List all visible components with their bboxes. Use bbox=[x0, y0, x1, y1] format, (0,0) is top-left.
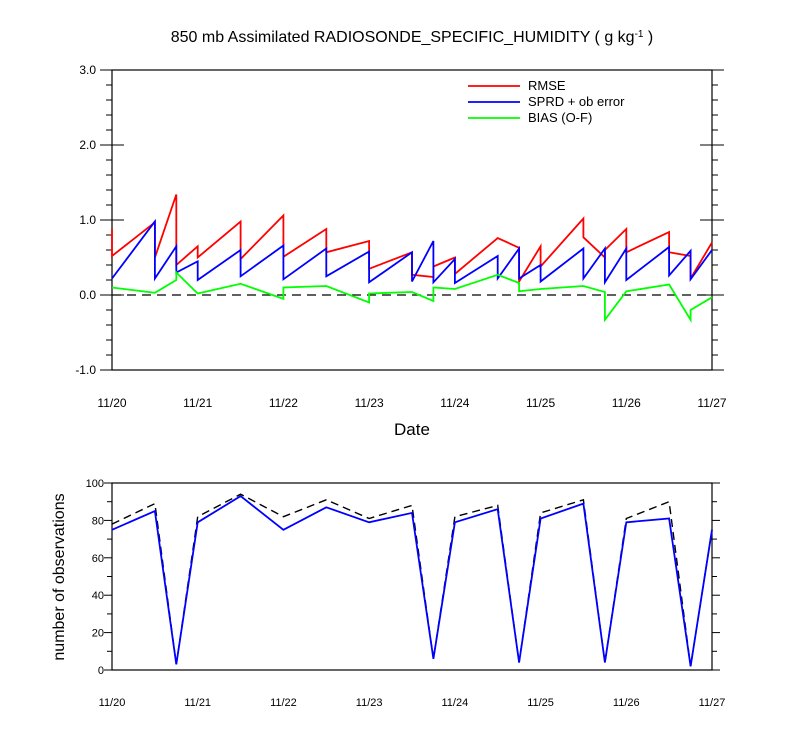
x-tick-label: 11/25 bbox=[527, 697, 554, 709]
y-tick-label: 20 bbox=[92, 628, 104, 640]
legend-rmse-label: RMSE bbox=[528, 78, 566, 93]
y-tick-label: -1.0 bbox=[75, 363, 96, 377]
chart-title-units-exponent: -1 bbox=[635, 29, 644, 40]
x-tick-label: 11/22 bbox=[269, 396, 298, 410]
top-chart-xlabel: Date bbox=[394, 420, 430, 439]
y-tick-label: 0.0 bbox=[79, 288, 96, 302]
bottom-chart-ylabel: number of observations bbox=[51, 493, 68, 660]
series-bias-o-f bbox=[111, 270, 713, 324]
x-tick-label: 11/23 bbox=[355, 396, 384, 410]
x-tick-label: 11/21 bbox=[184, 697, 211, 709]
chart-title: 850 mb Assimilated RADIOSONDE_SPECIFIC_H… bbox=[171, 29, 654, 47]
legend-sprd-label: SPRD + ob error bbox=[528, 94, 625, 109]
x-tick-label: 11/21 bbox=[183, 396, 212, 410]
series-sprd-ob-error bbox=[111, 218, 713, 286]
plot-frame bbox=[111, 482, 713, 671]
y-tick-label: 80 bbox=[92, 515, 104, 527]
x-tick-label: 11/25 bbox=[526, 396, 555, 410]
y-tick-label: 3.0 bbox=[79, 63, 96, 77]
x-tick-label: 11/26 bbox=[612, 396, 641, 410]
x-tick-label: 11/24 bbox=[441, 697, 468, 709]
legend-bias-label: BIAS (O-F) bbox=[528, 110, 592, 125]
x-tick-label: 11/22 bbox=[270, 697, 297, 709]
y-tick-label: 0 bbox=[98, 665, 104, 677]
y-tick-label: 100 bbox=[86, 478, 104, 490]
top-chart: 11/20 11/21 11/22 11/23 11/24 11/25 11/26 11/27… bbox=[75, 63, 727, 410]
plot-frame bbox=[111, 69, 713, 371]
chart-title-main: 850 mb Assimilated RADIOSONDE_SPECIFIC_H… bbox=[171, 29, 635, 46]
series-assimilated-observations bbox=[111, 495, 713, 667]
y-tick-label: 60 bbox=[92, 553, 104, 565]
y-tick-label: 1.0 bbox=[79, 213, 96, 227]
x-tick-label: 11/20 bbox=[99, 697, 126, 709]
y-tick-label: 40 bbox=[92, 590, 104, 602]
x-tick-label: 11/26 bbox=[613, 697, 640, 709]
x-tick-label: 11/20 bbox=[97, 396, 126, 410]
x-tick-label: 11/27 bbox=[699, 697, 726, 709]
chart-title-end: ) bbox=[643, 29, 653, 46]
y-tick-label: 2.0 bbox=[79, 138, 96, 152]
top-chart-legend: RMSE SPRD + ob error BIAS (O-F) bbox=[468, 78, 625, 125]
x-tick-label: 11/23 bbox=[356, 697, 383, 709]
bottom-chart: 11/20 11/21 11/22 11/23 11/24 11/25 11/26 11/27… bbox=[86, 478, 726, 709]
x-tick-label: 11/24 bbox=[440, 396, 469, 410]
x-tick-label: 11/27 bbox=[697, 396, 726, 410]
